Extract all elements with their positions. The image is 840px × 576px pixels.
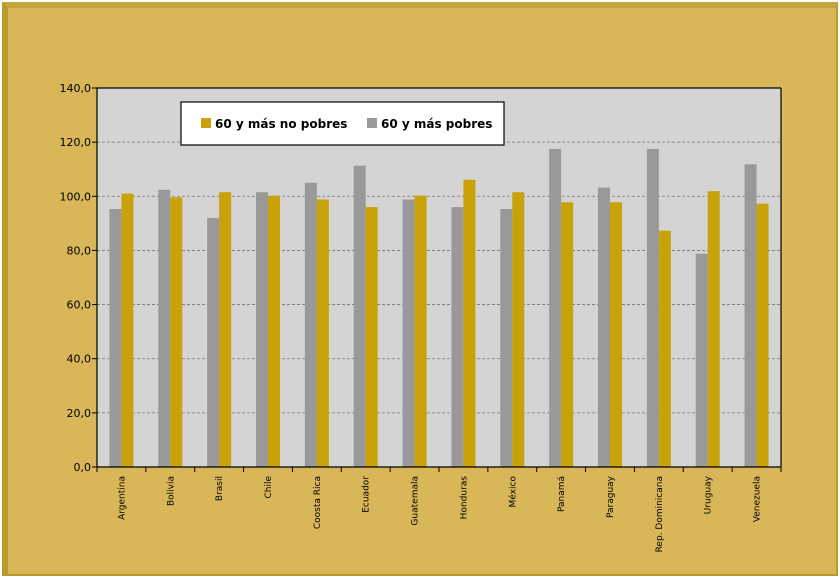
axes [92, 87, 782, 472]
bar-no-pobres [219, 192, 232, 467]
bar-no-pobres [414, 195, 427, 467]
bar-pobres [256, 192, 268, 467]
x-tick-label: Paraguay [606, 475, 616, 518]
y-tick-label: 60,0 [67, 299, 92, 312]
y-tick-label: 120,0 [60, 136, 92, 149]
bar-pobres [402, 199, 415, 467]
bar-no-pobres [610, 202, 622, 467]
bar-no-pobres [512, 192, 525, 467]
bar-no-pobres [316, 199, 329, 467]
y-axis-ticks: 0,0 20,0 40,0 60,0 80,0 100,0 120,0 140,0 [60, 82, 92, 474]
bar-pobres [646, 148, 659, 468]
legend-swatch [367, 118, 377, 128]
bar-pobres [304, 182, 317, 467]
bar-no-pobres [121, 193, 134, 468]
legend-swatch [201, 118, 211, 128]
bar-pobres [353, 165, 366, 467]
bar-pobres [451, 207, 464, 467]
x-tick-label: México [507, 476, 518, 508]
y-tick-label: 140,0 [60, 82, 92, 95]
bar-no-pobres [707, 191, 720, 467]
bar-no-pobres [561, 202, 574, 467]
bar-pobres [500, 209, 513, 468]
x-tick-label: Ecuador [362, 476, 372, 513]
legend-label: 60 y más pobres [381, 117, 492, 131]
bar-pobres [549, 148, 562, 468]
legend: 60 y más no pobres 60 y más pobres [180, 101, 505, 146]
x-tick-label: Rep. Dominicana [655, 476, 665, 552]
bar-no-pobres [170, 197, 183, 467]
x-tick-label: Panamá [557, 476, 567, 512]
y-tick-label: 20,0 [67, 407, 92, 420]
bar-pobres [598, 187, 610, 467]
bar-pobres [744, 164, 757, 467]
y-tick-label: 80,0 [67, 244, 92, 257]
y-tick-label: 100,0 [60, 190, 92, 203]
x-tick-label: Coosta Rica [313, 476, 323, 529]
x-tick-label: Venezuela [753, 476, 763, 522]
x-axis-labels: Argentina Bolivia Brasil Chile Coosta Rica Ec… [117, 475, 762, 552]
x-tick-label: Uruguay [704, 475, 714, 514]
bar-no-pobres [268, 195, 280, 467]
y-tick-label: 0,0 [74, 461, 92, 474]
bar-no-pobres [463, 179, 476, 467]
bar-pobres [109, 209, 122, 468]
x-tick-label: Honduras [459, 476, 469, 520]
bar-pobres [695, 253, 708, 467]
legend-box [180, 101, 505, 146]
bar-pobres [158, 189, 171, 467]
x-tick-label: Guatemala [411, 476, 421, 526]
bars [109, 148, 769, 468]
bar-no-pobres [365, 207, 378, 467]
x-tick-label: Brasil [215, 476, 225, 501]
x-tick-label: Argentina [117, 476, 127, 520]
bar-pobres [207, 217, 220, 467]
legend-label: 60 y más no pobres [215, 117, 347, 131]
x-tick-label: Chile [264, 476, 274, 499]
bar-no-pobres [756, 203, 769, 467]
x-tick-label: Bolivia [166, 476, 176, 506]
y-tick-label: 40,0 [67, 353, 92, 366]
bar-no-pobres [658, 230, 671, 467]
